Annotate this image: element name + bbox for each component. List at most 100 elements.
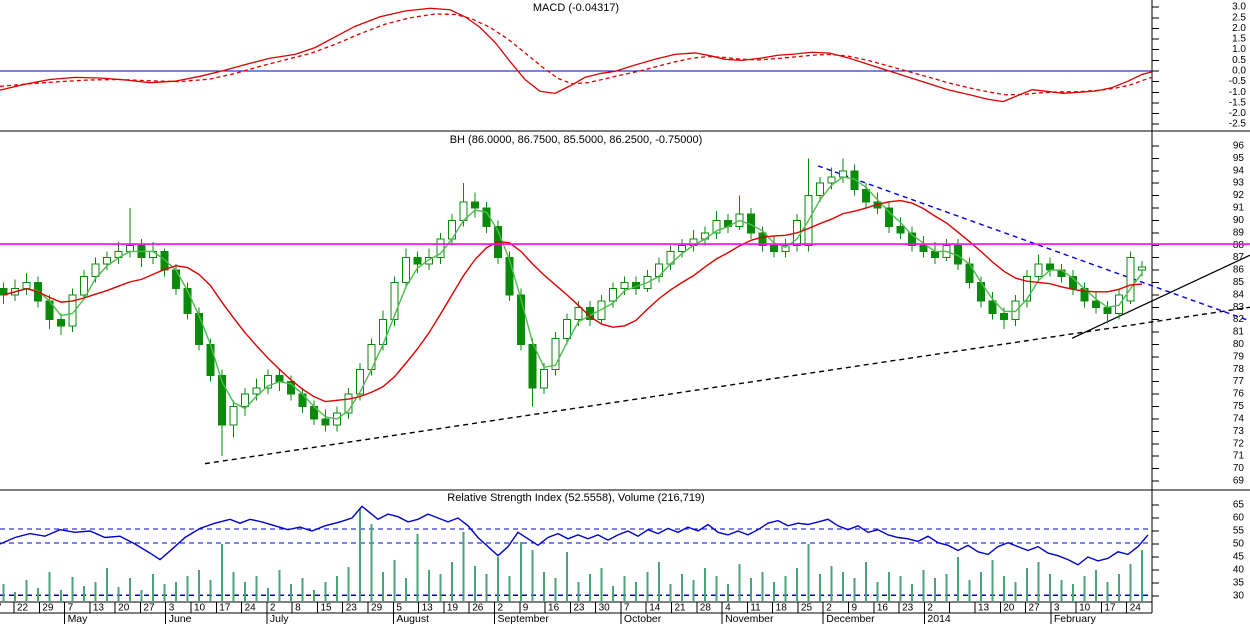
rsi-tick-label: 35 <box>1233 578 1245 589</box>
macd-tick-label: -0.5 <box>1229 76 1247 87</box>
price-tick-label: 90 <box>1233 215 1245 226</box>
candle-body-up <box>597 300 606 321</box>
volume-bar <box>1118 574 1120 602</box>
volume-bar <box>957 557 959 602</box>
volume-bar <box>290 584 292 602</box>
rsi-tick-label: 30 <box>1233 591 1245 602</box>
volume-bar <box>267 588 269 602</box>
candle-body-up <box>839 170 847 178</box>
week-date-label: 9 <box>852 603 858 614</box>
candle-body-down <box>505 257 514 296</box>
volume-bar <box>750 578 752 602</box>
volume-bar <box>922 570 925 602</box>
candle-body-down <box>885 207 893 228</box>
volume-bar <box>1072 584 1074 602</box>
volume-bar <box>198 570 200 602</box>
volume-bar <box>336 576 338 602</box>
volume-bar <box>324 582 327 602</box>
month-label: September <box>497 613 549 624</box>
macd-tick-label: 3.0 <box>1232 2 1246 13</box>
volume-bar <box>1014 582 1017 602</box>
volume-bar <box>313 590 315 602</box>
price-tick-label: 79 <box>1233 351 1245 362</box>
volume-bar <box>405 578 407 602</box>
ascending-trendline-black-solid <box>1071 254 1250 339</box>
candle-body-up <box>241 393 249 408</box>
week-date-label: 5 <box>396 603 402 614</box>
volume-bar <box>1083 576 1086 602</box>
rsi-tick-label: 45 <box>1233 552 1245 563</box>
volume-bar <box>48 572 51 602</box>
volume-bar <box>543 572 545 602</box>
volume-bar <box>186 576 189 602</box>
volume-bar <box>347 567 350 602</box>
volume-bar <box>888 572 890 602</box>
week-date-label: 16 <box>877 603 889 614</box>
week-date-label: 15 <box>320 603 332 614</box>
volume-bar <box>37 588 39 602</box>
week-date-label: 7 <box>0 603 2 614</box>
volume-bar <box>129 578 131 602</box>
candle-body-down <box>758 232 767 246</box>
volume-bar <box>428 570 430 602</box>
volume-bar <box>232 572 235 602</box>
fast-ma <box>3 176 1143 420</box>
volume-bar <box>773 582 775 602</box>
volume-bar <box>899 576 902 602</box>
rsi-tick-label: 55 <box>1233 526 1245 537</box>
price-tick-label: 74 <box>1233 413 1245 424</box>
candle-body-up <box>620 281 629 290</box>
candle-body-up <box>540 368 548 389</box>
volume-bar <box>278 570 281 602</box>
volume-bar <box>853 578 856 602</box>
candle-body-down <box>321 418 330 426</box>
candle-body-up <box>827 176 836 184</box>
price-tick-label: 93 <box>1233 178 1245 189</box>
week-date-label: 10 <box>194 603 206 614</box>
week-date-label: 23 <box>573 603 585 614</box>
week-date-label: 2 <box>927 603 933 614</box>
volume-bar <box>94 582 97 602</box>
volume-bar <box>807 544 810 602</box>
volume-bar <box>485 574 488 602</box>
rsi-tick-label: 60 <box>1233 513 1245 524</box>
candle-body-up <box>264 375 272 389</box>
macd-signal-line <box>0 13 1153 96</box>
volume-bar <box>60 590 62 602</box>
candle-body-down <box>528 344 537 389</box>
week-date-label: 2 <box>826 603 832 614</box>
month-label: October <box>624 613 662 624</box>
candle-body-down <box>183 288 192 314</box>
candle-body-down <box>931 250 939 259</box>
volume-bar <box>451 562 453 602</box>
volume-bar <box>25 580 28 602</box>
candle-body-up <box>551 337 560 370</box>
volume-bar <box>531 550 534 602</box>
volume-bar <box>876 582 879 602</box>
volume-bar <box>554 578 557 602</box>
macd-tick-label: 1.5 <box>1232 34 1246 45</box>
week-date-label: 19 <box>447 603 459 614</box>
volume-bar <box>704 568 706 602</box>
volume-bar <box>1141 550 1143 602</box>
candle-body-down <box>206 344 215 377</box>
volume-bar <box>152 574 154 602</box>
candle-body-up <box>1034 263 1043 277</box>
price-tick-label: 73 <box>1233 426 1245 437</box>
week-date-label: 23 <box>902 603 914 614</box>
candle-body-down <box>195 313 203 346</box>
candle-body-up <box>678 244 686 252</box>
volume-bar <box>508 576 511 602</box>
week-date-label: 18 <box>776 603 788 614</box>
price-tick-label: 72 <box>1233 438 1245 449</box>
week-date-label: 2 <box>270 603 276 614</box>
volume-bar <box>1129 564 1132 602</box>
volume-bar <box>71 577 74 602</box>
week-date-label: 17 <box>1104 603 1116 614</box>
week-date-label: 4 <box>725 603 731 614</box>
volume-bar <box>830 566 833 602</box>
candle-body-down <box>172 269 180 290</box>
volume-bar <box>911 584 913 602</box>
candle-body-up <box>229 406 238 426</box>
